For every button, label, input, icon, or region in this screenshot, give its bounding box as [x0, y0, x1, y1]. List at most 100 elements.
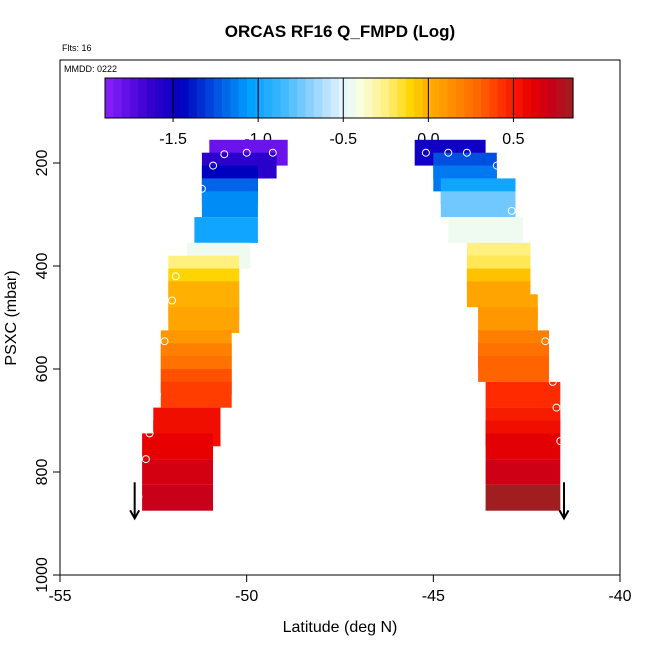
colorbar-swatch [272, 78, 282, 118]
heatmap-cell [142, 433, 213, 460]
colorbar-swatch [255, 78, 265, 118]
data-marker [145, 429, 154, 438]
colorbar-swatch [196, 78, 206, 118]
data-marker [141, 455, 150, 464]
colorbar-swatch [230, 78, 240, 118]
data-marker [552, 403, 561, 412]
colorbar-swatch [247, 78, 257, 118]
heatmap-cell [168, 307, 240, 333]
colorbar-swatch [522, 78, 532, 118]
colorbar-swatch [330, 78, 340, 118]
data-marker [492, 161, 501, 170]
heatmap-cell [478, 356, 549, 382]
data-marker [220, 150, 229, 159]
data-marker [556, 437, 565, 446]
colorbar-swatch [105, 78, 114, 118]
colorbar-swatch [171, 78, 181, 118]
colorbar-swatch [213, 78, 223, 118]
colorbar-swatch [414, 78, 424, 118]
heatmap-cells [142, 139, 561, 511]
plot-frame [59, 59, 621, 576]
x-axis: -55 -50 -45 -40 [48, 575, 632, 605]
heatmap-cell [478, 307, 538, 333]
x-tick-label: -55 [48, 588, 71, 605]
colorbar-swatch [430, 78, 440, 118]
colorbar-swatch [422, 78, 432, 118]
y-axis: 200 400 600 800 1000 [34, 150, 60, 593]
colorbar-tick-label: -0.5 [329, 131, 357, 148]
colorbar-swatch [472, 78, 482, 118]
colorbar-swatch [347, 78, 357, 118]
y-tick-label: 400 [34, 253, 51, 280]
colorbar-swatch [547, 78, 557, 118]
heatmap-cell [485, 433, 561, 460]
data-marker [168, 296, 176, 305]
x-tick-label: -50 [235, 588, 258, 605]
colorbar-swatch [456, 78, 465, 118]
colorbar: -1.5 -1.0 -0.5 0.0 0.5 [104, 77, 574, 148]
colorbar-swatch [439, 78, 449, 118]
colorbar-swatch [313, 78, 323, 118]
heatmap-cell [485, 484, 561, 511]
colorbar-swatch [288, 78, 298, 118]
colorbar-swatch [305, 78, 315, 118]
colorbar-swatch [489, 78, 499, 118]
colorbar-swatch [238, 78, 248, 118]
data-marker [268, 148, 277, 157]
colorbar-swatch [556, 78, 566, 118]
colorbar-swatch [564, 78, 574, 118]
heatmap-cell [448, 217, 523, 243]
x-axis-label: Latitude (deg N) [283, 619, 398, 636]
data-marker [242, 148, 251, 157]
colorbar-swatch [506, 78, 516, 118]
colorbar-swatch [497, 78, 507, 118]
colorbar-swatch [138, 78, 148, 118]
heatmap-cell [440, 191, 516, 218]
colorbar-swatch [297, 78, 307, 118]
colorbar-swatch [447, 78, 457, 118]
colorbar-swatch [539, 78, 549, 118]
colorbar-swatch [322, 78, 332, 118]
data-marker [160, 337, 169, 346]
data-marker [209, 161, 218, 170]
heatmap-cell [142, 484, 213, 511]
colorbar-swatch [355, 78, 365, 118]
flights-info: Flts: 16 [62, 43, 92, 53]
colorbar-swatch [263, 78, 273, 118]
colorbar-swatch [514, 78, 524, 118]
colorbar-swatch [531, 78, 541, 118]
colorbar-swatch [364, 78, 374, 118]
data-marker [421, 148, 430, 157]
colorbar-swatch [389, 78, 399, 118]
colorbar-swatch [280, 78, 290, 118]
colorbar-swatch [481, 78, 491, 118]
data-marker [153, 390, 162, 399]
chart-title: ORCAS RF16 Q_FMPD (Log) [225, 22, 455, 41]
colorbar-swatch [222, 78, 231, 118]
colorbar-swatch [188, 78, 198, 118]
y-tick-label: 200 [34, 150, 51, 177]
heatmap-cell [194, 217, 258, 243]
data-marker [134, 492, 143, 501]
heatmap-cell [160, 381, 232, 408]
x-tick-label: -45 [422, 588, 445, 605]
colorbar-swatch [113, 78, 123, 118]
heatmap-cell [485, 381, 561, 408]
colorbar-frame [104, 77, 574, 119]
y-axis-label: PSXC (mbar) [3, 270, 20, 365]
colorbar-swatch [205, 78, 215, 118]
heatmap-cell [485, 459, 561, 485]
colorbar-swatch [163, 78, 173, 118]
colorbar-swatch [380, 78, 390, 118]
colorbar-swatch [121, 78, 131, 118]
colorbar-swatch [372, 78, 382, 118]
down-arrow-icon [129, 482, 141, 521]
data-marker [541, 337, 550, 346]
mmdd-info: MMDD: 0222 [64, 64, 117, 74]
colorbar-swatch [155, 78, 165, 118]
colorbar-swatch [146, 78, 156, 118]
data-marker [507, 206, 516, 215]
data-marker [548, 377, 557, 386]
colorbar-tick-label: -1.5 [159, 131, 187, 148]
